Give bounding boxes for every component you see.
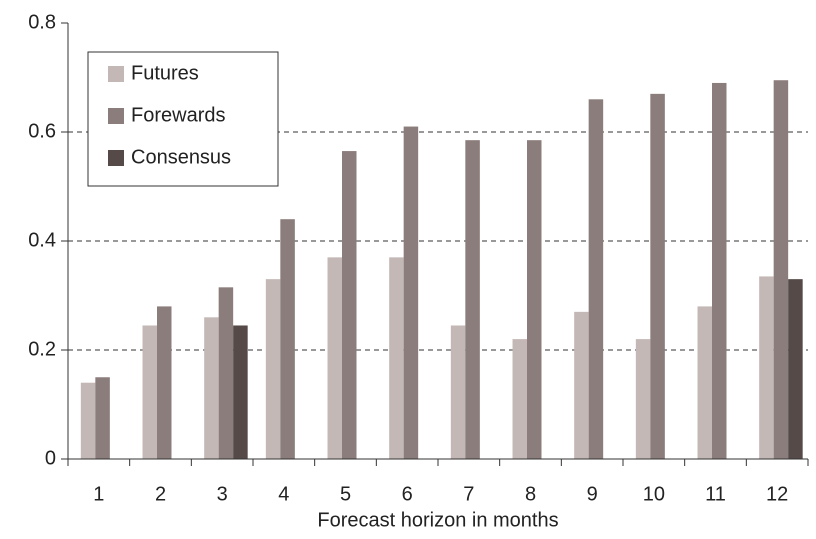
bar	[465, 140, 480, 460]
bar	[342, 151, 357, 459]
legend-label: Forewards	[131, 104, 225, 126]
bar	[759, 276, 774, 459]
legend-swatch	[108, 150, 124, 166]
y-tick-label: 0.8	[28, 11, 56, 33]
x-tick-label: 3	[217, 483, 228, 505]
bar	[204, 317, 219, 459]
x-axis-title: Forecast horizon in months	[317, 509, 558, 531]
bar	[80, 382, 96, 459]
x-tick-label: 8	[525, 483, 536, 505]
x-tick-label: 6	[402, 483, 413, 505]
bar	[450, 325, 466, 459]
y-tick-label: 0.2	[28, 338, 56, 360]
legend-label: Consensus	[131, 146, 231, 168]
bar	[650, 93, 665, 459]
x-tick-label: 5	[340, 483, 351, 505]
bar	[788, 279, 803, 459]
bar	[280, 219, 295, 459]
bar	[403, 126, 419, 460]
bar	[389, 257, 404, 459]
bar	[697, 306, 712, 459]
bar	[527, 140, 542, 460]
x-tick-label: 4	[278, 483, 289, 505]
x-tick-label: 12	[766, 483, 788, 505]
y-tick-label: 0.4	[28, 229, 56, 251]
legend-label: Futures	[131, 62, 199, 84]
legend-swatch	[108, 108, 124, 124]
bar	[327, 257, 342, 459]
bar	[712, 82, 727, 459]
bar	[218, 287, 234, 459]
x-tick-label: 9	[587, 483, 598, 505]
bar	[142, 325, 157, 459]
x-tick-label: 7	[463, 483, 474, 505]
bar	[512, 339, 527, 459]
bar	[773, 80, 789, 459]
x-tick-label: 2	[155, 483, 166, 505]
bar	[233, 325, 248, 459]
legend-swatch	[108, 66, 124, 82]
x-tick-label: 1	[93, 483, 104, 505]
y-tick-label: 0	[45, 447, 56, 469]
bar	[95, 377, 110, 459]
bar	[588, 99, 604, 460]
x-tick-label: 11	[705, 483, 726, 505]
bar	[635, 339, 651, 459]
bar	[157, 306, 172, 459]
bar	[574, 311, 589, 459]
bar	[265, 279, 281, 459]
y-tick-label: 0.6	[28, 120, 56, 142]
x-tick-label: 10	[643, 483, 665, 505]
